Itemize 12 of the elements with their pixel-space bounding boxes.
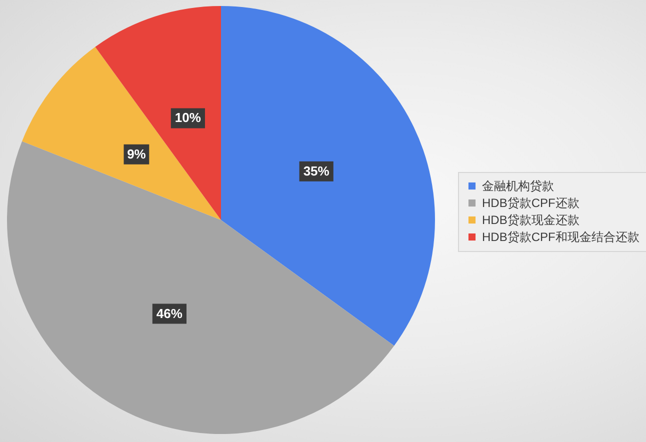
pie-slice: [7, 141, 394, 434]
data-label: 9%: [127, 146, 146, 162]
pie-slice: [221, 6, 435, 346]
data-label: 46%: [156, 306, 183, 321]
data-label: 35%: [303, 163, 330, 178]
pie-slice: [22, 46, 221, 220]
legend-label: HDB贷款现金还款: [482, 213, 580, 227]
legend-label: HDB贷款CPF和现金结合还款: [482, 230, 640, 244]
legend-label: 金融机构贷款: [482, 179, 554, 193]
data-label: 10%: [174, 110, 202, 126]
pie-slice: [95, 6, 221, 220]
legend-label: HDB贷款CPF还款: [482, 196, 580, 210]
